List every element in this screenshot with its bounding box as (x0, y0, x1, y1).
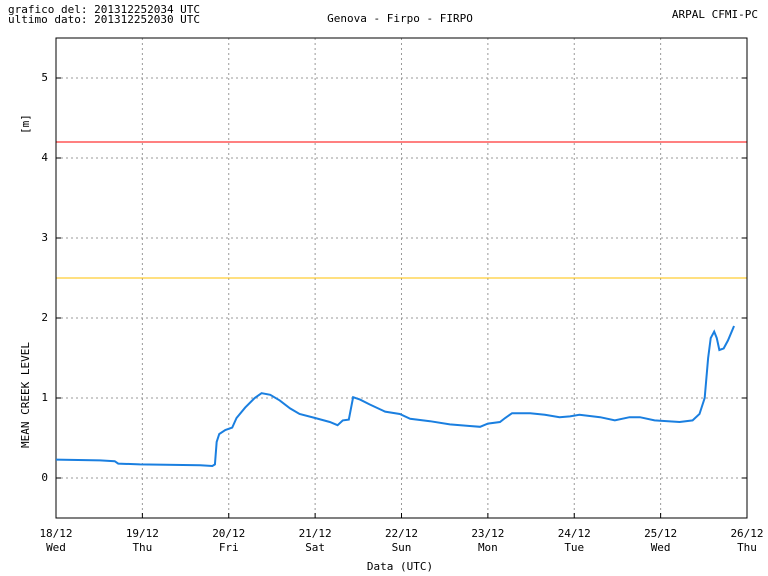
x-tick-day: Thu (132, 541, 152, 554)
x-tick-label: 23/12 (471, 527, 504, 540)
y-tick-label: 5 (41, 71, 48, 84)
x-tick-day: Sun (392, 541, 412, 554)
x-tick-label: 24/12 (558, 527, 591, 540)
x-tick-day: Tue (564, 541, 584, 554)
x-tick-label: 21/12 (299, 527, 332, 540)
info-line: grafico del: 201312252034 UTC (8, 3, 200, 16)
source: ARPAL CFMI-PC (672, 8, 758, 21)
y-tick-label: 2 (41, 311, 48, 324)
y-tick-label: 1 (41, 391, 48, 404)
y-tick-label: 0 (41, 471, 48, 484)
x-tick-label: 25/12 (644, 527, 677, 540)
x-tick-label: 26/12 (730, 527, 763, 540)
data-line (55, 325, 735, 468)
x-tick-day: Sat (305, 541, 325, 554)
x-tick-day: Mon (478, 541, 498, 554)
x-tick-label: 20/12 (212, 527, 245, 540)
y-axis-label: MEAN CREEK LEVEL (19, 342, 32, 448)
chart-title: Genova - Firpo - FIRPO (327, 12, 473, 25)
x-tick-day: Fri (219, 541, 239, 554)
x-tick-day: Wed (46, 541, 66, 554)
y-tick-label: 3 (41, 231, 48, 244)
x-axis-label: Data (UTC) (367, 560, 433, 573)
x-tick-day: Wed (651, 541, 671, 554)
x-tick-day: Thu (737, 541, 757, 554)
x-tick-label: 22/12 (385, 527, 418, 540)
info-line: ultimo dato: 201312252030 UTC (8, 13, 200, 26)
x-tick-label: 18/12 (39, 527, 72, 540)
y-tick-label: 4 (41, 151, 48, 164)
x-tick-label: 19/12 (126, 527, 159, 540)
y-unit: [m] (19, 114, 32, 134)
plot-frame (55, 37, 748, 519)
